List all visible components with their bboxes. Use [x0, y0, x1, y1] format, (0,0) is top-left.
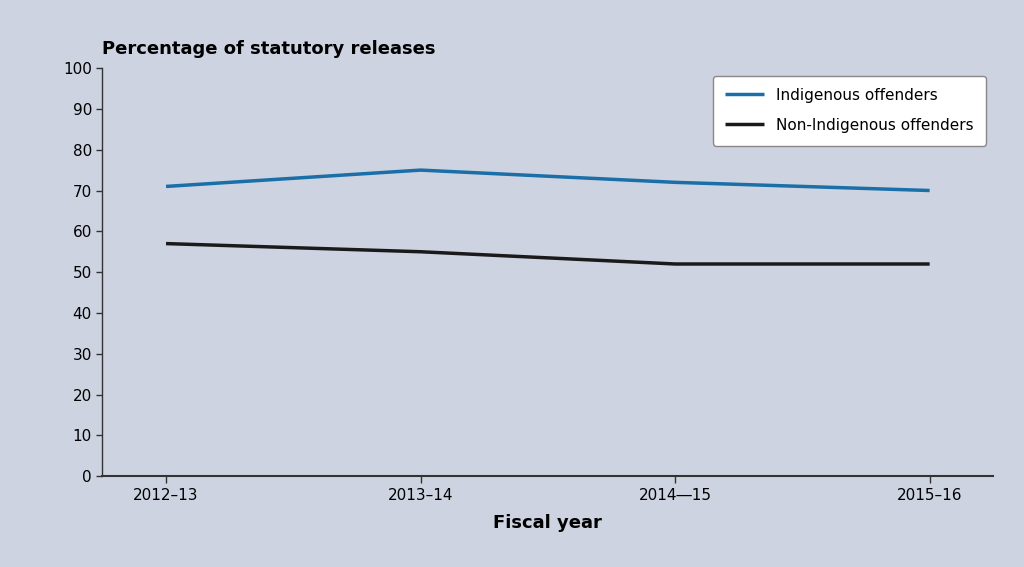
- Non-Indigenous offenders: [160, 240, 172, 247]
- Indigenous offenders: [415, 167, 427, 174]
- Indigenous offenders: [924, 187, 936, 194]
- Non-Indigenous offenders: [924, 261, 936, 268]
- Line: Non-Indigenous offenders: Non-Indigenous offenders: [166, 244, 930, 264]
- Text: Percentage of statutory releases: Percentage of statutory releases: [102, 40, 436, 58]
- Non-Indigenous offenders: [669, 261, 681, 268]
- Non-Indigenous offenders: [415, 248, 427, 255]
- Legend: Indigenous offenders, Non-Indigenous offenders: Indigenous offenders, Non-Indigenous off…: [713, 75, 986, 146]
- X-axis label: Fiscal year: Fiscal year: [494, 514, 602, 532]
- Indigenous offenders: [160, 183, 172, 190]
- Indigenous offenders: [669, 179, 681, 186]
- Line: Indigenous offenders: Indigenous offenders: [166, 170, 930, 191]
